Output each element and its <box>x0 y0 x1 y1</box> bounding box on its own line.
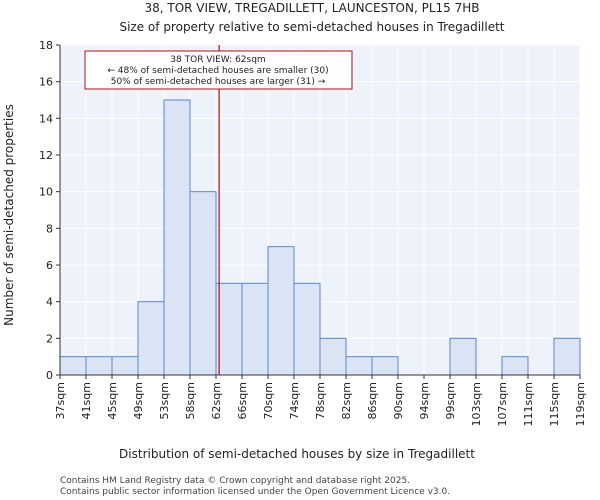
bar-45sqm <box>111 356 139 376</box>
x-tick-label: 99sqm <box>444 382 457 419</box>
y-tick-label: 16 <box>39 76 53 89</box>
bar-70sqm <box>267 246 295 376</box>
x-tick-label: 45sqm <box>106 382 119 419</box>
x-tick-label: 94sqm <box>418 382 431 419</box>
y-tick-label: 10 <box>39 186 53 199</box>
bar-115sqm <box>553 337 581 376</box>
x-tick-label: 119sqm <box>574 382 587 426</box>
y-tick-label: 14 <box>39 112 53 125</box>
bar-49sqm <box>137 301 165 376</box>
x-tick-label: 74sqm <box>288 382 301 419</box>
bar-86sqm <box>371 356 399 376</box>
x-tick-label: 53sqm <box>158 382 171 419</box>
x-tick-label: 78sqm <box>314 382 327 419</box>
x-tick-label: 107sqm <box>496 382 509 426</box>
y-tick-label: 8 <box>46 222 53 235</box>
y-tick-label: 18 <box>39 39 53 52</box>
x-axis-label: Distribution of semi-detached houses by … <box>119 447 475 461</box>
bar-41sqm <box>85 356 113 376</box>
x-tick-label: 62sqm <box>210 382 223 419</box>
y-axis-label: Number of semi-detached properties <box>2 104 16 326</box>
bar-107sqm <box>501 356 529 376</box>
x-tick-label: 115sqm <box>548 382 561 426</box>
annotation-line-3: 50% of semi-detached houses are larger (… <box>111 77 326 87</box>
x-tick-label: 103sqm <box>470 382 483 426</box>
bar-78sqm <box>319 337 347 376</box>
annotation-line-2: ← 48% of semi-detached houses are smalle… <box>107 66 328 76</box>
y-tick-label: 6 <box>46 259 53 272</box>
x-tick-label: 70sqm <box>262 382 275 419</box>
bar-74sqm <box>293 282 321 376</box>
annotation-box: 38 TOR VIEW: 62sqm ← 48% of semi-detache… <box>84 50 353 90</box>
chart-title: 38, TOR VIEW, TREGADILLETT, LAUNCESTON, … <box>144 1 479 15</box>
chart-subtitle: Size of property relative to semi-detach… <box>119 20 504 34</box>
x-tick-label: 58sqm <box>184 382 197 419</box>
bar-53sqm <box>163 99 191 376</box>
x-ticks: 37sqm 41sqm 45sqm 49sqm 53sqm 58sqm 62sqm 66sqm… <box>54 375 587 426</box>
footer-line-2: Contains public sector information licen… <box>60 487 450 497</box>
x-tick-label: 90sqm <box>392 382 405 419</box>
x-tick-label: 82sqm <box>340 382 353 419</box>
bar-66sqm <box>241 282 269 376</box>
y-tick-label: 0 <box>46 369 53 382</box>
y-tick-label: 12 <box>39 149 53 162</box>
x-tick-label: 49sqm <box>132 382 145 419</box>
bar-62sqm <box>215 282 243 376</box>
x-tick-label: 37sqm <box>54 382 67 419</box>
bar-58sqm <box>189 191 217 376</box>
bar-99sqm <box>449 337 477 376</box>
y-ticks: 0 2 4 6 8 10 12 14 16 18 <box>39 39 60 382</box>
y-tick-label: 4 <box>46 296 53 309</box>
x-tick-label: 111sqm <box>522 382 535 426</box>
annotation-line-1: 38 TOR VIEW: 62sqm <box>170 55 265 65</box>
bar-82sqm <box>345 356 373 376</box>
footer-line-1: Contains HM Land Registry data © Crown c… <box>60 476 410 486</box>
x-tick-label: 41sqm <box>80 382 93 419</box>
x-tick-label: 66sqm <box>236 382 249 419</box>
y-tick-label: 2 <box>46 332 53 345</box>
annotation-frame <box>84 50 353 90</box>
bar-37sqm <box>59 356 87 376</box>
x-tick-label: 86sqm <box>366 382 379 419</box>
